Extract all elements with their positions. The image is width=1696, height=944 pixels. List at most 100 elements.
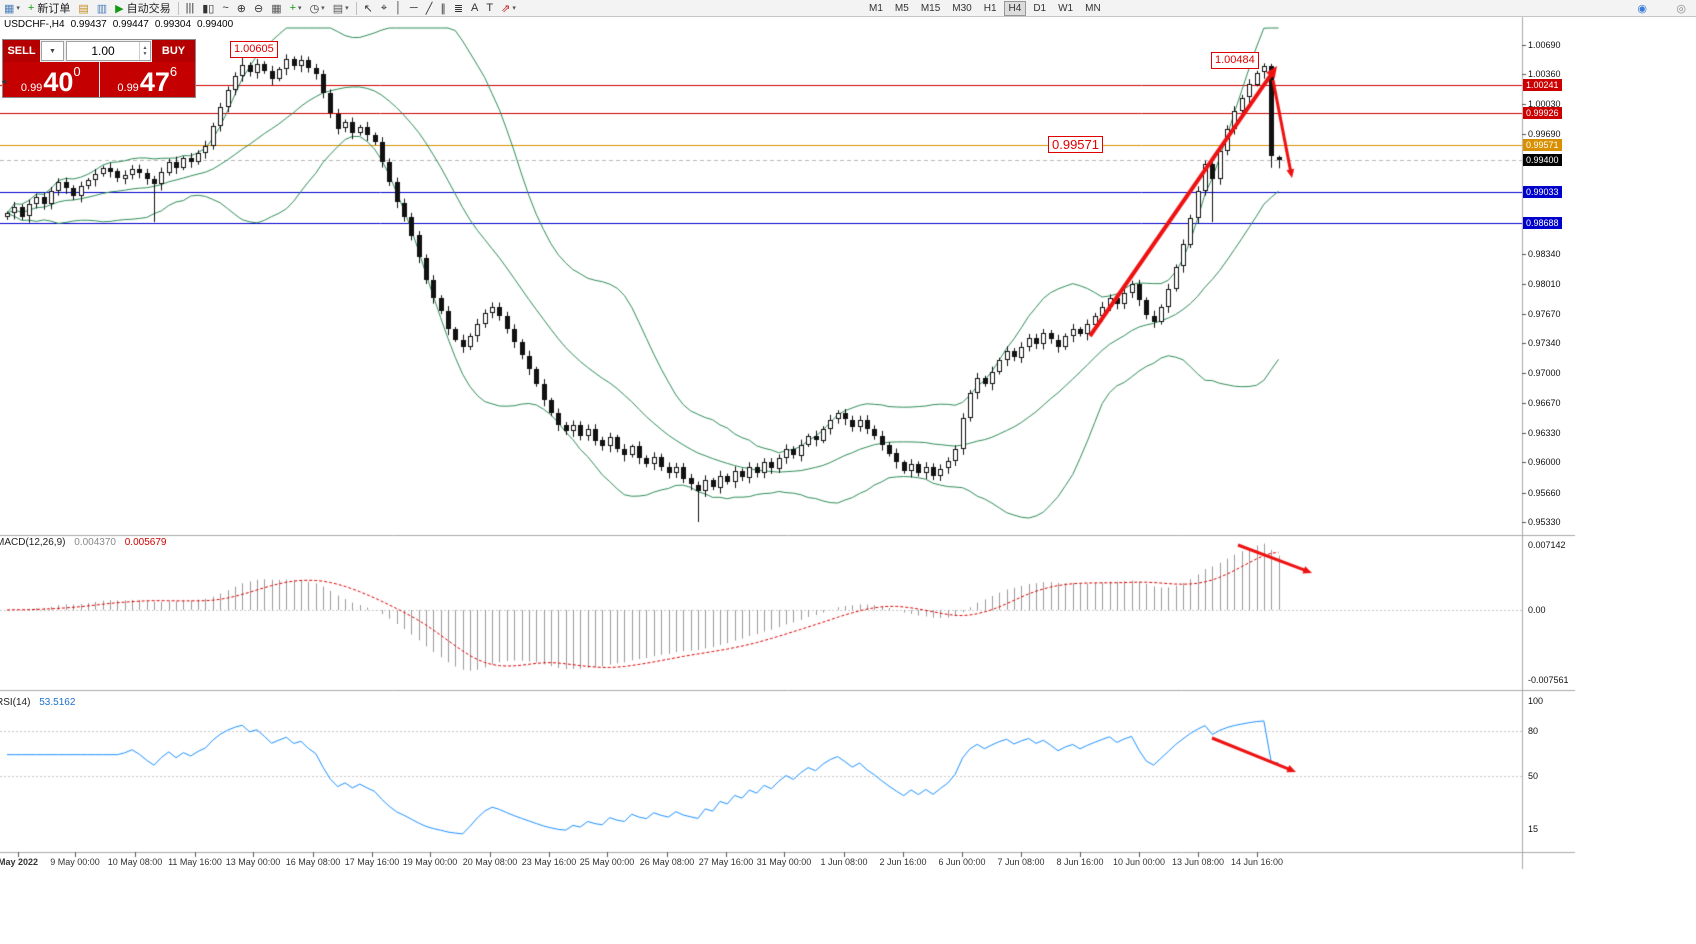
- price-annotation[interactable]: 1.00484: [1211, 52, 1259, 69]
- candlestick-button[interactable]: ▮▯: [199, 1, 217, 16]
- ohlc-quote-bar: USDCHF-,H4 0.99437 0.99447 0.99304 0.99400: [4, 19, 239, 30]
- price-annotation[interactable]: 1.00605: [230, 41, 278, 58]
- text-icon: A: [471, 2, 479, 14]
- price-axis-tick-label: 1.00690: [1528, 40, 1561, 50]
- sell-price-display[interactable]: 0.99 40 0: [3, 62, 99, 97]
- chevron-down-icon: ▼: [49, 47, 56, 55]
- price-axis-tick-label: 0.96670: [1528, 397, 1561, 408]
- line-chart-button[interactable]: ~: [219, 1, 231, 16]
- price-line-label: 0.99033: [1523, 186, 1562, 199]
- price-line-label: 0.98688: [1523, 217, 1562, 230]
- new-order-icon: +: [27, 2, 35, 14]
- data-window-button[interactable]: ▥: [94, 1, 110, 16]
- trendline-button[interactable]: ╱: [423, 1, 436, 16]
- bar-chart-icon: |||: [185, 2, 195, 14]
- price-axis-tick-label: 1.00360: [1528, 69, 1561, 80]
- timeframe-h1[interactable]: H1: [983, 3, 997, 14]
- time-axis-label: 11 May 16:00: [168, 857, 222, 867]
- horizontal-line-button[interactable]: ─: [407, 1, 421, 16]
- fibonacci-icon: ≣: [453, 2, 464, 15]
- community-icon[interactable]: ◉: [1637, 3, 1647, 15]
- bar-chart-button[interactable]: |||: [183, 1, 198, 16]
- templates-button[interactable]: ▤ ▾: [330, 1, 352, 16]
- indicators-button[interactable]: + ▾: [287, 1, 305, 16]
- price-axis-tick-label: 0.98340: [1528, 249, 1561, 260]
- channel-button[interactable]: ∥: [437, 1, 449, 16]
- time-axis-label: 27 May 16:00: [698, 857, 754, 867]
- rsi-axis-tick-label: 100: [1528, 696, 1544, 706]
- macd-axis-tick-label: -0.007561: [1528, 675, 1569, 686]
- price-line-label: 0.99571: [1523, 138, 1562, 151]
- chevron-down-icon[interactable]: ▾: [298, 5, 302, 12]
- timeframe-mn[interactable]: MN: [1085, 3, 1101, 14]
- label-button[interactable]: T: [483, 1, 496, 16]
- buy-button[interactable]: BUY: [152, 40, 195, 62]
- text-button[interactable]: A: [468, 1, 481, 16]
- spinner-down-icon[interactable]: ▼: [142, 51, 148, 57]
- buy-price-prefix: 0.99: [117, 82, 139, 94]
- periods-button[interactable]: ◷ ▾: [307, 1, 328, 16]
- cursor-icon: ↖: [363, 2, 373, 15]
- channel-icon: ∥: [440, 2, 446, 15]
- fibonacci-button[interactable]: ≣: [451, 1, 466, 16]
- zoom-out-button[interactable]: ⊖: [251, 1, 266, 16]
- cursor-button[interactable]: ↖: [361, 1, 376, 16]
- time-axis-label: 8 Jun 16:00: [1056, 857, 1104, 867]
- volume-value[interactable]: 1.00: [91, 44, 115, 58]
- volume-input[interactable]: 1.00 ▲ ▼: [66, 41, 151, 61]
- macd-signal-value: 0.005679: [124, 537, 167, 548]
- price-axis-tick-label: 0.96330: [1528, 428, 1561, 438]
- sell-button[interactable]: SELL: [3, 40, 40, 62]
- time-axis-label: 26 May 08:00: [639, 857, 695, 867]
- chevron-down-icon[interactable]: ▾: [321, 5, 325, 12]
- tile-windows-button[interactable]: ▦: [268, 1, 284, 16]
- timeframe-m30[interactable]: M30: [952, 3, 972, 14]
- chevron-down-icon[interactable]: ▾: [16, 5, 20, 12]
- macd-axis-tick-label: 0.007142: [1528, 540, 1566, 550]
- crosshair-button[interactable]: ⌖: [378, 1, 390, 16]
- time-axis-label: May 2022: [0, 857, 39, 867]
- new-chart-icon: ▦: [4, 2, 15, 15]
- rsi-indicator-label: RSI(14) 53.5162: [0, 697, 75, 708]
- market-watch-button[interactable]: ▤: [75, 1, 91, 16]
- volume-spinner[interactable]: ▲ ▼: [139, 42, 150, 60]
- timeframe-w1[interactable]: W1: [1058, 3, 1074, 14]
- new-order-button[interactable]: + 新订单: [25, 1, 73, 16]
- shapes-button[interactable]: ⇗ ▾: [498, 1, 519, 16]
- buy-price-display[interactable]: 0.99 47 6: [99, 62, 195, 97]
- timeframe-m5[interactable]: M5: [894, 3, 909, 14]
- price-axis-tick-label: 0.95330: [1528, 517, 1561, 527]
- auto-trading-button[interactable]: ▶ 自动交易: [112, 1, 173, 16]
- quote-low: 0.99304: [154, 19, 192, 30]
- price-axis-tick-label: 0.95660: [1528, 487, 1561, 498]
- order-type-dropdown[interactable]: ▼: [41, 41, 64, 61]
- help-icon[interactable]: ◎: [1676, 3, 1686, 15]
- timeframe-toolbar: M1 M5 M15 M30 H1 H4 D1 W1 MN: [863, 1, 1107, 16]
- time-axis-label: 23 May 16:00: [521, 857, 577, 867]
- timeframe-m1[interactable]: M1: [869, 3, 883, 14]
- chevron-down-icon[interactable]: ▾: [345, 5, 349, 12]
- timeframe-h4[interactable]: H4: [1003, 1, 1027, 16]
- price-axis-tick-label: 0.97340: [1528, 338, 1561, 349]
- time-axis-label: 16 May 08:00: [285, 857, 341, 867]
- new-chart-button[interactable]: ▦ ▾: [1, 1, 23, 16]
- spinner-up-icon[interactable]: ▲: [142, 45, 148, 51]
- time-axis-label: 1 Jun 08:00: [820, 857, 868, 867]
- timeframe-d1[interactable]: D1: [1033, 3, 1047, 14]
- chevron-down-icon[interactable]: ▾: [512, 5, 516, 12]
- vertical-line-button[interactable]: │: [392, 1, 405, 16]
- price-axis-tick-label: 1.00030: [1528, 98, 1561, 109]
- market-watch-icon: ▤: [78, 2, 89, 15]
- one-click-collapse-arrow[interactable]: ◄: [0, 77, 8, 86]
- shapes-icon: ⇗: [501, 2, 511, 15]
- price-annotation[interactable]: 0.99571: [1048, 136, 1103, 153]
- time-axis-label: 31 May 00:00: [756, 857, 812, 867]
- time-axis-label: 6 Jun 00:00: [938, 857, 986, 867]
- zoom-out-icon: ⊖: [253, 2, 264, 15]
- timeframe-m15[interactable]: M15: [920, 3, 941, 14]
- zoom-in-button[interactable]: ⊕: [234, 1, 249, 16]
- time-axis-label: 13 Jun 08:00: [1171, 857, 1225, 867]
- data-window-icon: ▥: [96, 2, 108, 15]
